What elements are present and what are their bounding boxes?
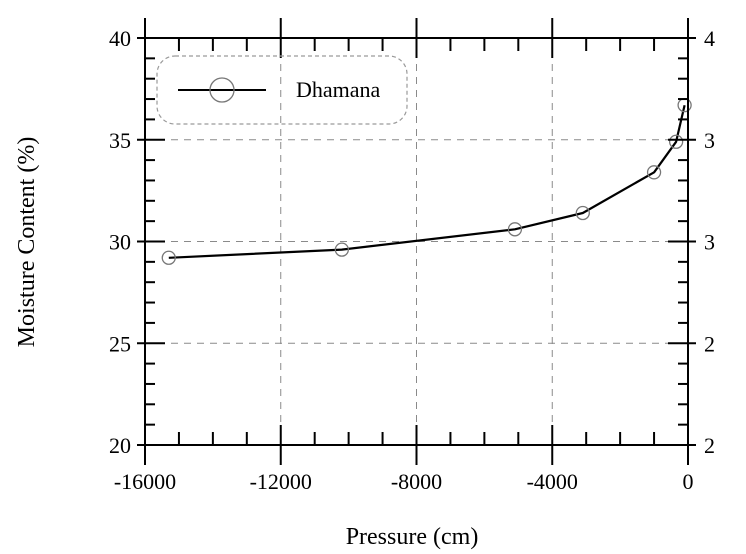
x-tick-label: -4000	[527, 469, 578, 494]
tick-labels: -16000 -12000 -8000 -4000 0 20 25 30 35 40 2 2 3 3 4	[109, 26, 715, 494]
x-tick-label: -8000	[391, 469, 442, 494]
data-point	[161, 250, 176, 265]
x-tick-label: -16000	[114, 469, 176, 494]
data-point	[507, 222, 523, 237]
data-point	[575, 205, 590, 221]
legend-label: Dhamana	[296, 77, 381, 102]
right-tick-label: 2	[704, 331, 715, 356]
legend: Dhamana	[156, 55, 408, 125]
data-point	[646, 165, 662, 180]
right-tick-label: 4	[704, 26, 715, 51]
x-tick-label: 0	[683, 469, 694, 494]
y-tick-label: 35	[109, 128, 131, 153]
data-point	[334, 242, 349, 257]
y-axis-title: Moisture Content (%)	[14, 137, 40, 348]
right-tick-label: 3	[704, 230, 715, 255]
right-tick-label: 3	[704, 128, 715, 153]
y-tick-label: 20	[109, 433, 131, 458]
legend-marker	[209, 77, 235, 103]
series-layer	[161, 98, 692, 265]
y-tick-label: 40	[109, 26, 131, 51]
right-tick-label: 2	[704, 433, 715, 458]
legend-box	[156, 55, 408, 125]
y-tick-label: 25	[109, 331, 131, 356]
series-line-0	[168, 104, 686, 259]
data-point	[668, 134, 684, 149]
tick-marks	[137, 18, 696, 465]
grid	[145, 38, 688, 445]
x-tick-label: -12000	[250, 469, 312, 494]
y-tick-label: 30	[109, 230, 131, 255]
x-axis-title: Pressure (cm)	[346, 524, 479, 550]
